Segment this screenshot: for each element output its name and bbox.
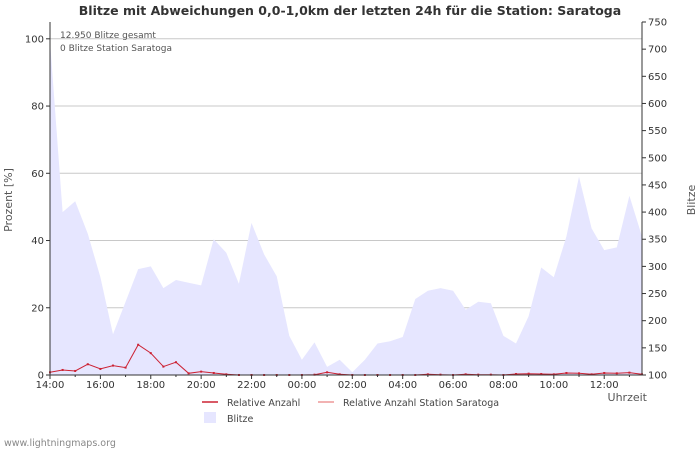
y-right-tick-label: 700	[648, 45, 667, 56]
y-axis-left-label: Prozent [%]	[2, 168, 15, 232]
series-blitze-area	[50, 41, 642, 375]
y-right-tick-label: 150	[648, 343, 667, 354]
relative-point	[212, 371, 215, 374]
y-right-tick-label: 600	[648, 99, 667, 110]
y-right-tick-label: 650	[648, 72, 667, 83]
x-tick-label: 10:00	[539, 380, 568, 391]
x-tick-label: 08:00	[489, 380, 518, 391]
y-right-tick-label: 400	[648, 208, 667, 219]
legend-label-station: Relative Anzahl Station Saratoga	[343, 398, 499, 409]
relative-point	[74, 369, 77, 372]
x-axis-label: Uhrzeit	[608, 391, 648, 404]
legend-label-relative: Relative Anzahl	[227, 398, 300, 409]
y-right-tick-label: 350	[648, 235, 667, 246]
x-tick-label: 06:00	[439, 380, 468, 391]
x-tick-label: 14:00	[36, 380, 65, 391]
y-left-tick-label: 0	[38, 371, 44, 382]
legend-label-blitze: Blitze	[227, 414, 254, 425]
y-left-tick-label: 40	[31, 236, 44, 247]
left-axis-ticks: 0 20 40 60 80 100	[25, 34, 50, 382]
relative-point	[187, 372, 190, 375]
relative-point	[603, 371, 606, 374]
relative-point	[149, 352, 152, 355]
relative-point	[578, 372, 581, 375]
y-axis-right-label: Blitze	[685, 185, 698, 216]
y-right-tick-label: 200	[648, 316, 667, 327]
relative-point	[61, 368, 64, 371]
x-tick-label: 20:00	[187, 380, 216, 391]
relative-point	[162, 365, 165, 368]
y-left-tick-label: 80	[31, 102, 44, 113]
relative-point	[527, 372, 530, 375]
y-right-tick-label: 300	[648, 262, 667, 273]
x-axis-ticks: 14:00 16:00 18:00 20:00 22:00 00:00 02:00 04:00…	[36, 375, 630, 391]
relative-point	[338, 373, 341, 376]
relative-point	[628, 371, 631, 374]
relative-point	[590, 373, 593, 376]
blitze-area-layer	[50, 41, 642, 375]
relative-point	[515, 372, 518, 375]
footer-source: www.lightningmaps.org	[4, 438, 116, 449]
relative-point	[225, 373, 228, 376]
relative-point	[565, 371, 568, 374]
y-right-tick-label: 250	[648, 289, 667, 300]
chart-title: Blitze mit Abweichungen 0,0-1,0km der le…	[79, 3, 621, 18]
y-right-tick-label: 450	[648, 180, 667, 191]
relative-point	[137, 343, 140, 346]
grid-lines	[50, 38, 642, 309]
legend-swatch-blitze	[204, 412, 216, 423]
x-tick-label: 18:00	[136, 380, 165, 391]
relative-point	[540, 372, 543, 375]
relative-point	[99, 367, 102, 370]
y-right-tick-label: 550	[648, 126, 667, 137]
legend: Relative Anzahl Relative Anzahl Station …	[202, 398, 499, 425]
relative-point	[426, 373, 429, 376]
right-axis-ticks: 100 150 200 250 300 350 400 450 500 550 600 650 700 7…	[642, 18, 667, 382]
relative-point	[86, 363, 89, 366]
x-tick-label: 02:00	[338, 380, 367, 391]
y-left-tick-label: 60	[31, 169, 44, 180]
y-left-tick-label: 20	[31, 303, 44, 314]
relative-point	[124, 366, 127, 369]
x-tick-label: 04:00	[388, 380, 417, 391]
axes	[49, 22, 643, 376]
y-right-tick-label: 500	[648, 153, 667, 164]
annotation-total: 12.950 Blitze gesamt	[60, 31, 156, 41]
relative-point	[615, 372, 618, 375]
annotation-station: 0 Blitze Station Saratoga	[60, 44, 172, 54]
y-left-tick-label: 100	[25, 34, 44, 45]
relative-point	[464, 373, 467, 376]
relative-point	[552, 373, 555, 376]
y-right-tick-label: 750	[648, 18, 667, 29]
y-right-tick-label: 100	[648, 371, 667, 382]
relative-point	[200, 370, 203, 373]
relative-point	[326, 371, 329, 374]
x-tick-label: 16:00	[86, 380, 115, 391]
x-tick-label: 22:00	[237, 380, 266, 391]
x-tick-label: 00:00	[288, 380, 317, 391]
relative-point	[174, 361, 177, 364]
x-tick-label: 12:00	[590, 380, 619, 391]
relative-point	[111, 364, 114, 367]
